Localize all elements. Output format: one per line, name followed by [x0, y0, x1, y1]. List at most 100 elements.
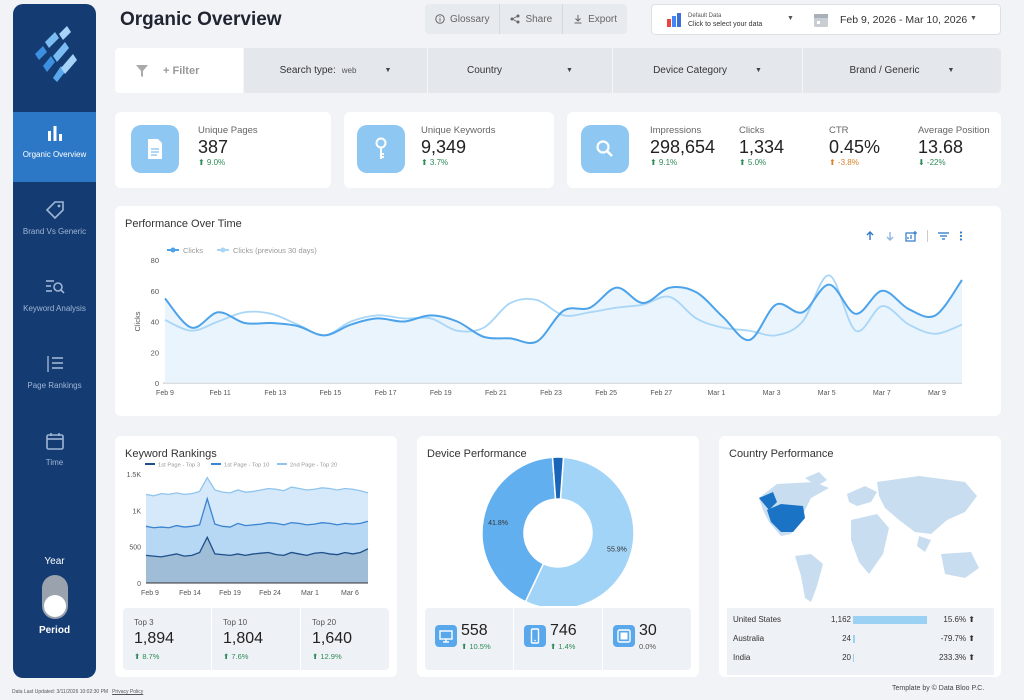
- x-tick-label: Feb 27: [650, 390, 672, 397]
- country-row[interactable]: United States 1,162 15.6% ⬆: [727, 611, 994, 629]
- nav-time[interactable]: Time: [13, 420, 96, 490]
- country-select[interactable]: Country ▼: [427, 48, 612, 93]
- y-tick-label: 0: [155, 379, 159, 388]
- kpi-value: 9,349: [421, 137, 467, 157]
- x-tick-label: Mar 1: [707, 390, 725, 397]
- sidebar: Organic Overview Brand Vs Generic Keywor…: [13, 4, 96, 678]
- nav-label: Time: [45, 458, 64, 467]
- nav-organic-overview[interactable]: Organic Overview: [13, 112, 96, 182]
- share-button[interactable]: Share: [500, 4, 564, 34]
- kpi-label: Unique Pages: [198, 125, 258, 136]
- legend-marker: [220, 247, 226, 253]
- caret-down-icon: ▼: [787, 15, 794, 22]
- x-tick-label: Feb 19: [219, 590, 241, 597]
- add-filter-button[interactable]: + Filter: [115, 48, 243, 93]
- alaska-highlight: [759, 492, 777, 510]
- x-tick-label: Mar 6: [341, 590, 359, 597]
- kpi-label: CTR: [829, 125, 849, 136]
- legend-label: 1st Page - Top 3: [158, 463, 200, 469]
- x-tick-label: Mar 7: [873, 390, 891, 397]
- country-change: 233.3% ⬆: [938, 653, 975, 662]
- kpi-label: Clicks: [739, 125, 765, 136]
- add-filter-label: + Filter: [163, 65, 200, 77]
- drill-down-icon[interactable]: [905, 230, 917, 242]
- chart-toolbar: [865, 230, 963, 242]
- caret-down-icon: ▼: [754, 67, 762, 74]
- y-tick-label: 1K: [132, 508, 141, 515]
- performance-card: Performance Over Time 0 20 40 60 80 Clicks Feb…: [115, 206, 1001, 416]
- tile-label: Top 3: [134, 618, 154, 627]
- x-tick-label: Feb 9: [156, 390, 174, 397]
- nav-label: Keyword Analysis: [23, 304, 86, 313]
- donut-slice-desktop: [481, 456, 557, 603]
- download-icon: [574, 15, 582, 24]
- performance-title: Performance Over Time: [125, 218, 242, 230]
- country-row[interactable]: India 20 233.3% ⬆: [727, 649, 994, 667]
- tile-delta: ⬆ 12.9%: [312, 652, 342, 661]
- year-label: Year: [44, 556, 65, 567]
- kpi-delta: ⬆ 3.7%: [421, 158, 449, 167]
- nav-keyword-analysis[interactable]: Keyword Analysis: [13, 266, 96, 336]
- nav-label: Brand Vs Generic: [22, 227, 87, 236]
- x-tick-label: Feb 23: [540, 390, 562, 397]
- country-name: India: [733, 653, 751, 662]
- x-tick-label: Feb 24: [259, 590, 281, 597]
- device-delta: ⬆ 1.4%: [550, 642, 576, 651]
- country-name: Australia: [733, 634, 765, 643]
- device-category-select[interactable]: Device Category ▼: [612, 48, 802, 93]
- data-source-name: Default Data: [688, 13, 722, 19]
- sort-ascending-icon[interactable]: [865, 231, 875, 241]
- nav-brand-vs-generic[interactable]: Brand Vs Generic: [13, 189, 96, 259]
- year-period-toggle[interactable]: [41, 575, 68, 619]
- caret-down-icon: ▼: [970, 15, 977, 22]
- x-tick-label: Feb 19: [430, 390, 452, 397]
- y-tick-label: 60: [151, 287, 159, 296]
- unique-keywords-card: Unique Keywords 9,349 ⬆ 3.7%: [344, 112, 554, 188]
- y-tick-label: 20: [151, 348, 159, 357]
- slice-label: 41.8%: [488, 520, 508, 527]
- nav-label: Organic Overview: [22, 150, 87, 159]
- top10-tile: Top 10 1,804 ⬆ 7.6%: [212, 608, 300, 670]
- export-button[interactable]: Export: [563, 4, 627, 34]
- top3-tile: Top 3 1,894 ⬆ 8.7%: [123, 608, 211, 670]
- country-change: -79.7% ⬆: [940, 634, 975, 643]
- updated-text: Data Last Updated: 3/11/2026 10:02:30 PM: [12, 689, 109, 695]
- x-tick-label: Feb 14: [179, 590, 201, 597]
- kpi-value: 298,654: [650, 137, 716, 157]
- y-tick-label: 0: [137, 581, 141, 588]
- sort-descending-icon[interactable]: [885, 231, 895, 241]
- document-icon: [131, 125, 179, 173]
- nav-label: Page Rankings: [27, 381, 82, 390]
- kpi-delta: ⬆ -3.8%: [829, 158, 859, 167]
- data-source-selector[interactable]: Default Data Click to select your data ▼…: [651, 4, 1001, 35]
- y-tick-label: 80: [151, 256, 159, 265]
- x-tick-label: Feb 9: [141, 590, 159, 597]
- search-type-select[interactable]: Search type: web ▼: [243, 48, 427, 93]
- bar-chart-icon: [47, 126, 62, 141]
- privacy-policy-link[interactable]: Privacy Policy: [112, 689, 144, 695]
- key-icon: [357, 125, 405, 173]
- device-donut-chart: 55.9% 41.8%: [481, 456, 635, 606]
- world-map: [759, 472, 979, 602]
- country-row[interactable]: Australia 24 -79.7% ⬆: [727, 630, 994, 648]
- caret-down-icon: ▼: [384, 67, 392, 74]
- country-value: 20: [842, 653, 851, 662]
- date-range-value[interactable]: Feb 9, 2026 - Mar 10, 2026: [840, 14, 968, 26]
- device-value: 30: [639, 622, 657, 639]
- device-value: 746: [550, 622, 577, 639]
- calendar-icon: [814, 14, 828, 27]
- x-tick-label: Feb 21: [485, 390, 507, 397]
- country-value: 1,162: [830, 615, 851, 624]
- y-tick-label: 40: [151, 318, 159, 327]
- more-options-icon[interactable]: [959, 231, 963, 241]
- nav-page-rankings[interactable]: Page Rankings: [13, 343, 96, 413]
- brand-generic-select[interactable]: Brand / Generic ▼: [802, 48, 1001, 93]
- filter-lines-icon[interactable]: [938, 231, 949, 241]
- filter-icon: [136, 65, 148, 77]
- device-performance-title: Device Performance: [427, 448, 527, 460]
- glossary-button[interactable]: Glossary: [425, 4, 501, 34]
- footer-updated: Data Last Updated: 3/11/2026 10:02:30 PM…: [12, 689, 143, 695]
- country-share-bar: [853, 635, 855, 643]
- country-performance-title: Country Performance: [729, 448, 834, 460]
- search-type-label: Search type:: [279, 65, 336, 76]
